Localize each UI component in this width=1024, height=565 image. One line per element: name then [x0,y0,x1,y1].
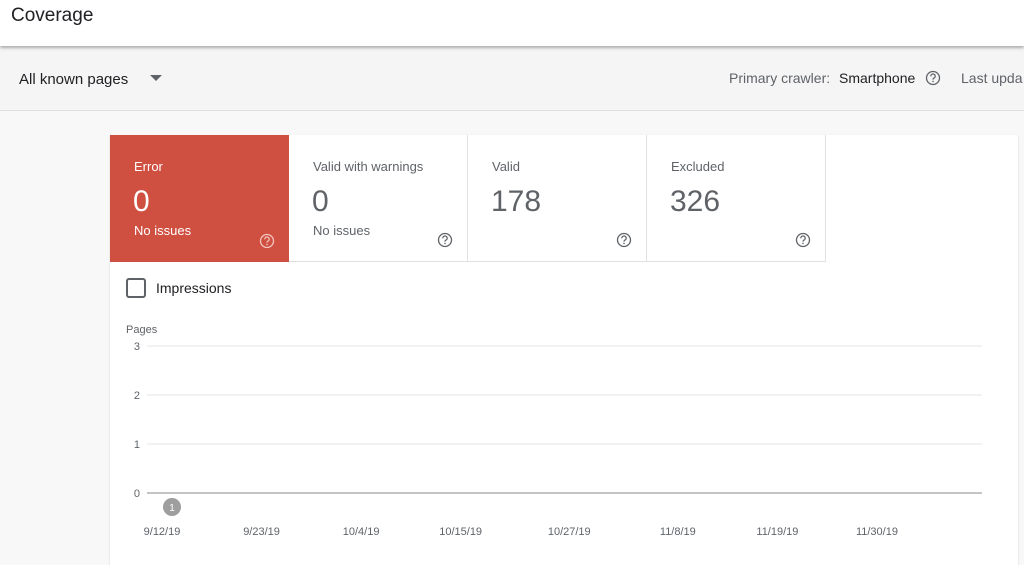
y-tick-label: 3 [134,341,140,353]
help-icon[interactable] [925,70,941,86]
checkbox-label[interactable]: Impressions [156,280,231,296]
y-tick-label: 2 [134,390,140,402]
crawler-value: Smartphone [839,70,916,86]
last-updated: Last upda [961,70,1023,86]
card-value: 178 [491,185,542,218]
status-card[interactable]: Excluded 326 [647,135,826,262]
x-tick-label: 11/8/19 [660,526,696,538]
card-value: 326 [670,185,721,218]
page-title: Coverage [11,5,94,26]
help-icon[interactable] [437,232,453,248]
x-tick-label: 11/19/19 [756,526,798,538]
annotation-marker [163,498,181,516]
annotation-label: 1 [169,503,175,514]
card-sub: No issues [313,223,371,238]
help-icon[interactable] [259,233,275,249]
toolbar: All known pages Primary crawler: Smartph… [0,46,1024,111]
card-label: Error [134,159,163,174]
header: Coverage [0,0,1024,46]
dropdown-arrow[interactable] [150,75,162,83]
card-value: 0 [312,185,329,218]
x-tick-label: 11/30/19 [856,526,898,538]
chart: Impressions Pages 0 1 2 3 9/12/19 9/23/19 10/4… [126,278,982,538]
status-card[interactable]: Error 0 No issues [110,135,289,262]
card-label: Excluded [671,159,725,174]
status-card[interactable]: Valid 178 [468,135,647,262]
status-card[interactable]: Valid with warnings 0 No issues [289,135,468,262]
x-tick-label: 10/27/19 [548,526,591,538]
y-tick-label: 0 [134,488,140,500]
card-value: 0 [133,185,150,218]
crawler-label: Primary crawler: [729,70,831,86]
card-label: Valid with warnings [313,159,424,174]
x-tick-label: 10/15/19 [439,526,482,538]
checkbox[interactable] [126,278,146,298]
y-axis-label: Pages [126,324,158,336]
x-tick-label: 10/4/19 [343,526,380,538]
help-icon[interactable] [795,232,811,248]
x-tick-label: 9/12/19 [144,526,181,538]
filter-dropdown[interactable]: All known pages [19,71,129,88]
x-tick-label: 9/23/19 [243,526,280,538]
help-icon[interactable] [616,232,632,248]
y-tick-label: 1 [134,439,140,451]
card-label: Valid [492,159,520,174]
card-sub: No issues [134,223,192,238]
